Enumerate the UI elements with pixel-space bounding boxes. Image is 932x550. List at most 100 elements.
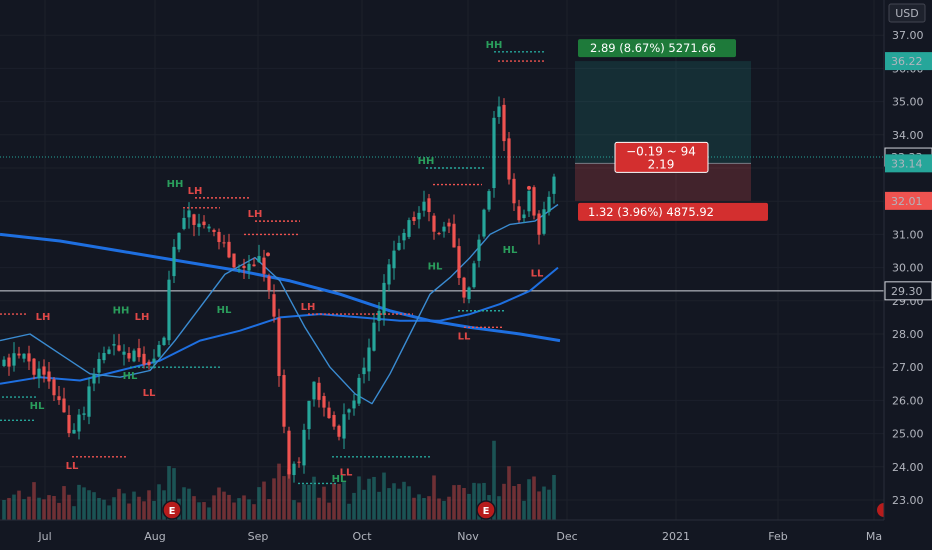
time-tick-label: Sep xyxy=(248,530,269,543)
volume-bar xyxy=(117,488,121,520)
candle-body xyxy=(387,264,391,285)
candle-body xyxy=(447,222,451,227)
candle-body xyxy=(372,322,376,351)
price-label: 29.30 xyxy=(891,285,923,298)
volume-bar xyxy=(527,479,531,520)
volume-bar xyxy=(497,496,501,520)
candle-body xyxy=(92,374,96,384)
volume-bar xyxy=(552,475,556,520)
volume-bar xyxy=(447,496,451,520)
time-tick-label: Feb xyxy=(768,530,787,543)
volume-bar xyxy=(542,486,546,520)
volume-bars xyxy=(2,440,556,520)
volume-bar xyxy=(462,488,466,520)
horizontal-lines xyxy=(0,156,884,292)
volume-bar xyxy=(67,494,71,520)
center-label-line2: 2.19 xyxy=(648,157,675,171)
volume-bar xyxy=(427,496,431,520)
volume-bar xyxy=(377,491,381,520)
candle-body xyxy=(182,217,186,229)
pivot-label: LH xyxy=(36,312,51,323)
candle-body xyxy=(87,386,91,417)
volume-bar xyxy=(232,502,236,520)
volume-bar xyxy=(182,487,186,520)
volume-bar xyxy=(152,500,156,520)
volume-bar xyxy=(342,481,346,520)
volume-bar xyxy=(287,468,291,520)
volume-bar xyxy=(452,485,456,520)
candle-body xyxy=(2,359,6,366)
volume-bar xyxy=(32,482,36,520)
time-axis[interactable] xyxy=(0,520,932,550)
candle-body xyxy=(12,353,16,366)
volume-bar xyxy=(187,488,191,520)
candle-body xyxy=(217,231,221,243)
currency-badge[interactable] xyxy=(888,3,926,23)
volume-bar xyxy=(307,484,311,520)
price-tick-label: 31.00 xyxy=(892,228,924,241)
volume-bar xyxy=(402,481,406,520)
long-position-tool[interactable] xyxy=(575,61,751,201)
candle-body xyxy=(437,233,441,235)
volume-bar xyxy=(27,496,31,520)
candle-body xyxy=(62,398,66,413)
candle-body xyxy=(452,223,456,248)
candle-body xyxy=(422,201,426,211)
volume-bar xyxy=(502,483,506,520)
candle-body xyxy=(317,382,321,400)
candle-body xyxy=(327,407,331,419)
volume-bar xyxy=(457,484,461,520)
volume-bar xyxy=(62,486,66,520)
candle-body xyxy=(497,106,501,117)
candle-body xyxy=(52,379,56,396)
target-label-box xyxy=(578,39,736,58)
candle-body xyxy=(267,276,271,291)
center-label-box xyxy=(614,141,709,173)
currency-label: USD xyxy=(895,7,919,20)
price-tick-label: 26.00 xyxy=(892,394,924,407)
candle-body xyxy=(337,425,341,437)
volume-bar xyxy=(282,476,286,520)
volume-bar xyxy=(252,504,256,520)
candle-body xyxy=(67,414,71,434)
volume-bar xyxy=(127,503,131,520)
candle-body xyxy=(347,409,351,413)
earnings-marker-label: E xyxy=(169,506,176,517)
candle-body xyxy=(197,223,201,228)
candle-body xyxy=(227,241,231,258)
volume-bar xyxy=(77,484,81,520)
candle-body xyxy=(22,353,26,359)
volume-bar xyxy=(437,498,441,520)
volume-bar xyxy=(392,483,396,520)
candle-body xyxy=(292,463,296,476)
candle-body xyxy=(307,400,311,430)
candle-body xyxy=(277,317,281,376)
pivot-label: HH xyxy=(113,305,130,316)
candle-body xyxy=(492,117,496,189)
price-axis[interactable] xyxy=(884,0,932,550)
candle-body xyxy=(112,344,116,346)
candle-body xyxy=(147,361,151,366)
candle-body xyxy=(222,242,226,244)
candle-body xyxy=(312,381,316,400)
volume-bar xyxy=(92,492,96,520)
price-tick-label: 35.00 xyxy=(892,96,924,109)
volume-bar xyxy=(227,494,231,520)
volume-bar xyxy=(537,491,541,520)
price-label: 32.01 xyxy=(891,195,923,208)
volume-bar xyxy=(112,497,116,520)
pivot-label: HL xyxy=(30,401,45,412)
volume-bar xyxy=(257,487,261,520)
position-labels: 2.89 (8.67%) 5271.66 1.32 (3.96%) 4875.92… xyxy=(578,39,768,221)
volume-bar xyxy=(222,491,226,520)
volume-bar xyxy=(207,507,211,520)
candle-body xyxy=(252,264,256,267)
candle-body xyxy=(542,209,546,234)
volume-bar xyxy=(137,496,141,520)
volume-bar xyxy=(272,478,276,520)
candle-body xyxy=(427,198,431,213)
candle-body xyxy=(352,400,356,409)
